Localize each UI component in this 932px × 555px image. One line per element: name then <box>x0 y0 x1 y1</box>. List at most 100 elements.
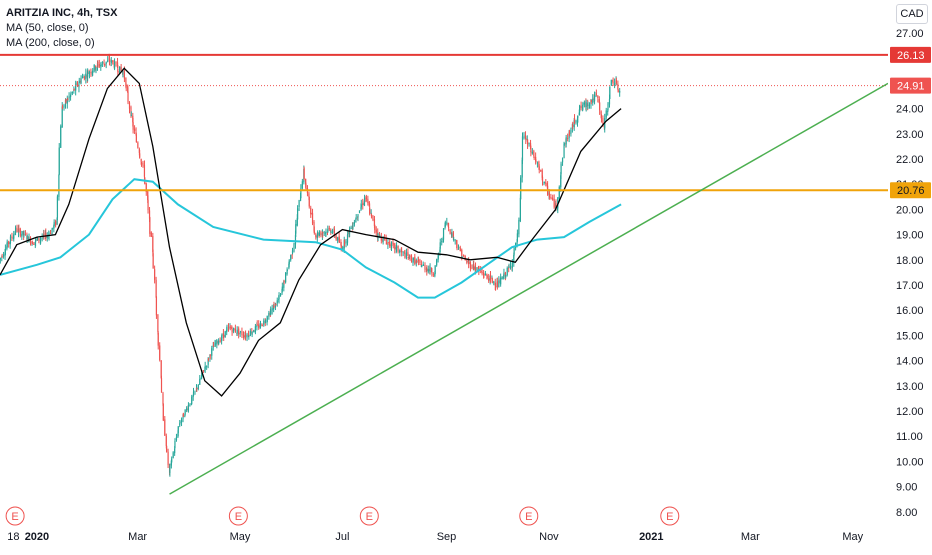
earnings-marker <box>228 506 248 526</box>
candle-body <box>101 62 104 64</box>
candle-body <box>175 437 178 441</box>
candle-body <box>103 63 105 65</box>
candle-body <box>602 118 604 127</box>
candle-body <box>579 105 581 113</box>
candle-body <box>75 83 77 85</box>
candle-body <box>132 122 134 130</box>
candle-body <box>541 176 544 182</box>
candle-body <box>519 197 521 222</box>
candle-body <box>49 233 52 234</box>
candle-body <box>256 324 258 328</box>
candle-body <box>421 265 423 268</box>
candle-body <box>123 71 126 79</box>
candle-body <box>617 83 619 90</box>
candle-body <box>558 186 560 199</box>
time-axis[interactable]: 18 2020 Mar May Jul Sep Nov 2021 Mar May <box>7 531 863 543</box>
candle-body <box>139 153 141 158</box>
candle-body <box>481 272 483 274</box>
candle-body <box>469 262 472 268</box>
candle-body <box>335 236 337 240</box>
candle-body <box>88 72 91 74</box>
x-tick-label: Jul <box>335 531 349 543</box>
candle-body <box>227 327 230 328</box>
candle-body <box>392 241 394 244</box>
candle-body <box>327 229 329 232</box>
candle-body <box>333 228 335 236</box>
candle-body <box>177 426 179 434</box>
candle-body <box>608 98 611 105</box>
candles <box>0 53 621 477</box>
candle-body <box>293 243 295 252</box>
candle-body <box>73 88 75 91</box>
candle-body <box>513 247 515 255</box>
support-price-label: 20.76 <box>897 185 925 197</box>
candle-body <box>199 378 201 380</box>
candle-body <box>504 272 507 277</box>
candle-body <box>322 232 324 234</box>
candle-body <box>145 183 147 193</box>
candle-body <box>575 120 577 124</box>
candle-body <box>13 234 15 239</box>
candle-body <box>419 259 421 263</box>
candle-body <box>528 143 530 144</box>
price-labels: 26.13 20.76 24.91 <box>890 46 931 199</box>
candle-body <box>231 329 233 333</box>
candle-body <box>426 268 428 272</box>
candle-body <box>33 243 35 245</box>
candle-body <box>110 60 112 63</box>
candle-body <box>553 198 555 208</box>
candle-body <box>446 222 448 224</box>
ma200-legend[interactable]: MA (200, close, 0) <box>6 37 95 49</box>
support-price-tag <box>890 182 931 199</box>
candle-body <box>399 250 401 252</box>
candle-body <box>275 303 277 305</box>
candle-body <box>155 296 158 316</box>
candle-body <box>56 217 58 225</box>
candle-body <box>254 326 257 332</box>
candle-body <box>390 242 393 248</box>
candle-body <box>206 365 208 367</box>
candle-body <box>615 79 617 83</box>
candle-body <box>67 99 69 101</box>
candle-body <box>417 259 420 262</box>
candle-body <box>154 269 156 280</box>
candle-body <box>98 64 100 67</box>
candle-body <box>46 235 48 238</box>
candle-body <box>416 261 418 262</box>
candle-body <box>424 265 426 270</box>
candle-body <box>509 265 512 268</box>
candle-body <box>442 228 445 240</box>
candle-body <box>184 409 186 415</box>
ma50-legend[interactable]: MA (50, close, 0) <box>6 22 89 34</box>
candle-body <box>600 111 602 114</box>
candle-body <box>358 210 361 213</box>
currency-button[interactable]: CAD <box>896 4 928 24</box>
candle-body <box>301 181 303 189</box>
y-tick-label: 22.00 <box>896 154 924 166</box>
candle-body <box>613 83 616 85</box>
candle-body <box>75 84 77 91</box>
candle-body <box>222 333 225 336</box>
candle-body <box>278 295 280 300</box>
candle-body <box>239 332 241 334</box>
candle-body <box>533 156 535 158</box>
y-tick-label: 11.00 <box>896 431 923 443</box>
candle-body <box>387 242 389 243</box>
candle-body <box>367 198 369 204</box>
candle-body <box>246 334 248 338</box>
candle-body <box>259 322 262 326</box>
candle-body <box>610 80 612 86</box>
candle-body <box>239 331 242 333</box>
x-tick-label: May <box>230 531 251 543</box>
symbol-title[interactable]: ARITZIA INC, 4h, TSX <box>6 7 118 19</box>
candle-body <box>2 254 5 257</box>
candle-body <box>548 193 551 198</box>
earnings-marker <box>519 506 539 526</box>
candle-body <box>331 231 334 233</box>
candle-body <box>595 93 597 95</box>
candle-body <box>567 138 569 139</box>
candle-body <box>128 102 131 109</box>
candle-body <box>583 102 585 105</box>
